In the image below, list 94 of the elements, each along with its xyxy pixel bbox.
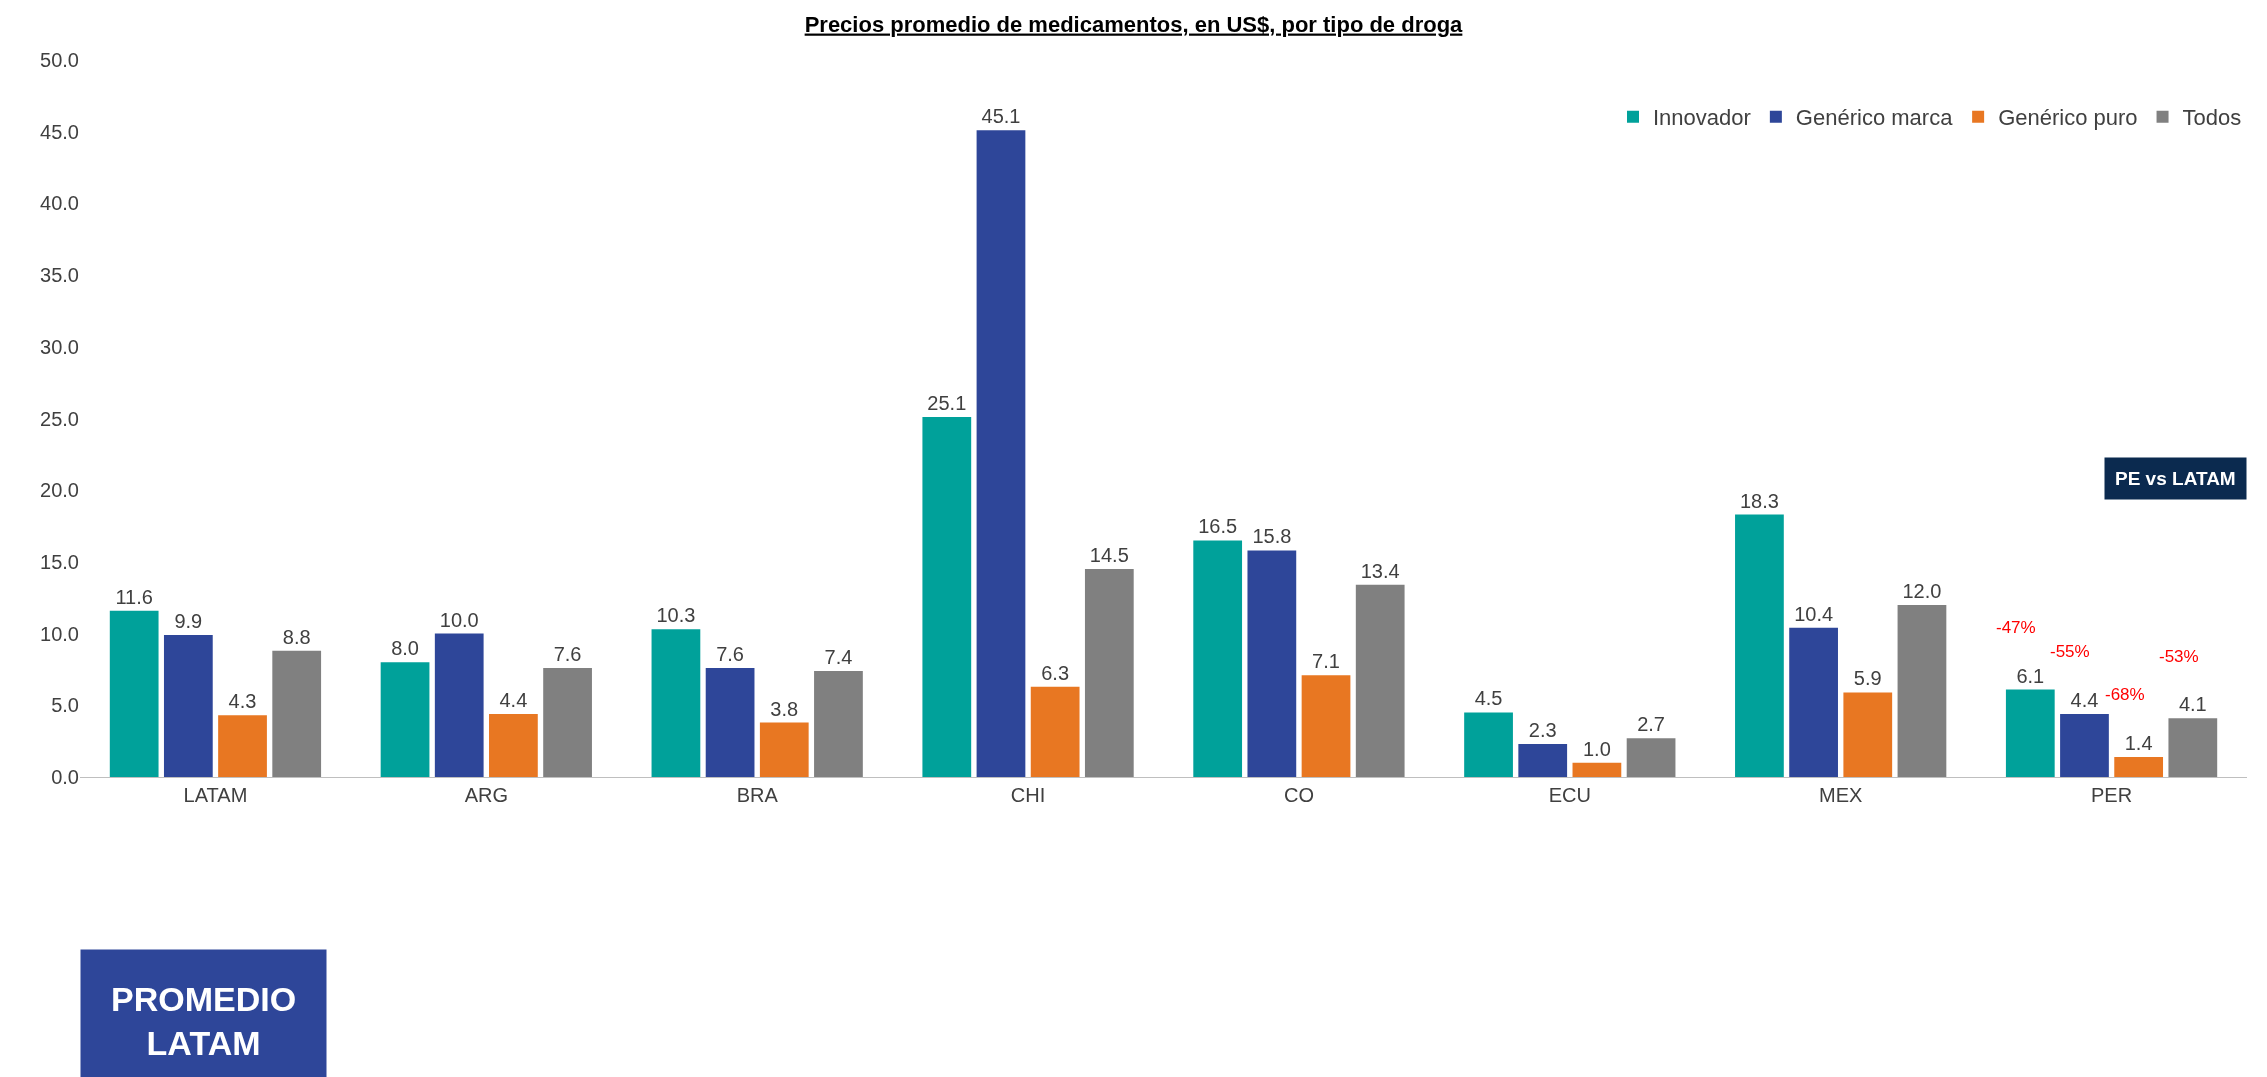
chart-title: Precios promedio de medicamentos, en US$, por tipo de droga [804,11,1464,37]
bar [922,417,972,777]
data-label: 10.0 [439,608,479,631]
y-tick-label: 20.0 [40,479,79,502]
bar [543,668,592,777]
data-label: 2.3 [1528,719,1557,742]
y-tick-label: 25.0 [40,407,79,430]
y-tick-label: 5.0 [51,694,79,717]
x-tick-label: CHI [1010,784,1046,806]
data-label: 14.5 [1089,544,1129,567]
bar [1464,712,1513,777]
data-label: 15.8 [1252,525,1292,548]
annotation: PE vs LATAM [2115,468,2236,489]
bar [163,635,213,777]
bar [272,650,322,777]
x-tick-label: CO [1283,784,1314,806]
data-label: 12.0 [1902,579,1942,602]
bar [1843,692,1893,777]
data-label: 1.4 [2124,731,2153,754]
data-label: 6.1 [2016,664,2045,687]
bar [976,130,1026,777]
bar [1789,627,1838,777]
data-label: 4.4 [499,688,528,711]
bar [1193,540,1243,777]
y-tick-label: 15.0 [40,550,79,573]
bar [814,670,863,777]
data-label: 16.5 [1198,515,1238,538]
y-tick-label: 40.0 [40,192,79,215]
legend-label: Genérico puro [1998,105,2138,131]
bar [1626,738,1676,777]
bar [1735,514,1784,777]
y-tick-label: 10.0 [40,622,79,645]
bar [109,610,159,777]
bar [2060,713,2109,777]
data-label: 4.3 [228,690,257,713]
bar [434,633,484,777]
annotation: -55% [2050,642,2090,661]
annotation: -53% [2159,647,2199,666]
data-label: 5.9 [1853,667,1882,690]
x-tick-label: BRA [736,784,779,806]
bar [1355,584,1405,777]
legend-label: Innovador [1653,105,1751,131]
bar [2005,689,2055,777]
x-tick-label: ECU [1548,784,1591,806]
bar [1301,675,1351,777]
x-tick-label: MEX [1819,784,1863,806]
x-tick-label: LATAM [183,784,248,806]
bar [380,662,430,777]
data-label: 7.6 [716,643,745,666]
data-label: 10.4 [1794,602,1834,625]
bar [1897,604,1947,777]
data-label: 4.4 [2070,688,2099,711]
bar [705,668,755,777]
data-label: 10.3 [656,604,696,627]
data-label: 8.0 [391,637,419,660]
y-tick-label: 45.0 [40,120,79,143]
bar [1518,744,1568,777]
data-label: 9.9 [174,610,203,633]
annotation: -47% [1996,618,2036,637]
x-tick-label: ARG [464,784,508,806]
legend-label: Todos [2182,105,2242,131]
bar [1572,762,1622,777]
y-tick-label: 35.0 [40,264,79,287]
data-label: 45.1 [981,105,1021,128]
y-tick-label: 0.0 [51,766,79,788]
data-label: 25.1 [927,392,967,415]
bar [1084,569,1134,777]
data-label: 11.6 [115,585,153,608]
bar [218,715,267,777]
bar [759,722,809,777]
data-label: 2.7 [1637,713,1665,736]
text: PROMEDIO LATAM [111,980,297,1063]
bar [2114,756,2164,777]
data-label: 7.1 [1312,650,1340,673]
annotation: -68% [2105,685,2145,704]
bar [2168,718,2218,777]
x-tick-label: PER [2091,784,2133,806]
bar [651,629,701,777]
bar [1247,550,1297,777]
data-label: 4.5 [1474,687,1503,710]
data-label: 4.1 [2178,693,2207,716]
data-label: 7.6 [553,643,582,666]
data-label: 7.4 [824,645,853,668]
data-label: 18.3 [1739,489,1779,512]
data-label: 8.8 [282,625,311,648]
data-label: 13.4 [1360,559,1400,582]
bar [489,713,538,777]
y-tick-label: 50.0 [40,49,79,71]
data-label: 6.3 [1041,661,1070,684]
legend-label: Genérico marca [1795,105,1954,131]
data-label: 3.8 [770,697,799,720]
bar [1030,686,1080,777]
y-tick-label: 30.0 [40,335,79,358]
data-label: 1.0 [1582,737,1611,760]
